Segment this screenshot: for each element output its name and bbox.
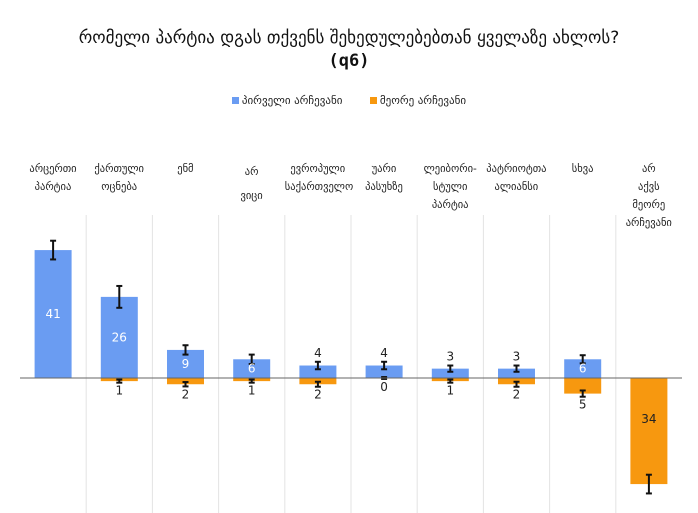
data-label-second: 1 [446,384,454,398]
category-label: ლეიბორი-სტული პარტია [423,163,477,211]
data-label-first: 3 [446,350,454,364]
data-label-second: 5 [579,398,587,412]
data-label-first: 6 [579,362,587,376]
data-label-first: 6 [248,362,256,376]
data-label-second: 1 [115,384,123,398]
data-label-first: 9 [182,357,190,371]
data-label-second: 2 [314,388,322,402]
data-label-second: 1 [248,384,256,398]
bar-first-choice [431,368,469,378]
category-label: პატრიოტთა ალიანსი [486,163,547,193]
category-label: არ ვიცი [240,166,263,202]
data-label-second: 0 [380,380,388,394]
bar-first-choice [564,359,602,378]
data-label-second: 2 [182,387,190,401]
bar-first-choice [100,296,138,378]
category-label: ქართული ოცნება [94,163,144,193]
legend-swatch-first [231,97,239,104]
legend-item-first: პირველი არჩევანი [231,94,343,107]
bar-first-choice [34,250,72,378]
bar-second-choice [564,378,602,394]
bar-first-choice [365,365,403,378]
bar-first-choice [233,359,271,378]
data-label-first: 4 [314,346,322,360]
bar-first-choice [299,365,337,378]
bar-second-choice [630,378,668,485]
data-label-first: 4 [380,346,388,360]
category-label: სხვა [571,163,594,175]
data-label-second: 34 [641,412,656,426]
legend-swatch-second [369,97,377,104]
legend: პირველი არჩევანი მეორე არჩევანი [0,94,698,107]
legend-label-first: პირველი არჩევანი [241,94,343,107]
category-label: უარი პასუხზე [365,163,403,193]
category-label: ენმ [177,163,194,175]
category-label: არცერთი პარტია [29,163,77,193]
legend-label-second: მეორე არჩევანი [379,94,467,107]
legend-item-second: მეორე არჩევანი [369,94,467,107]
title-code: (q6) [328,51,370,71]
data-label-first: 3 [513,350,521,364]
data-label-second: 2 [513,388,521,402]
category-label: არ აქვს მეორე არჩევანი [625,163,672,229]
title-text: რომელი პარტია დგას თქვენს შეხედულებებთან… [78,28,620,48]
chart-title: რომელი პარტია დგას თქვენს შეხედულებებთან… [60,27,638,73]
data-label-first: 26 [112,330,127,344]
bar-first-choice [498,368,535,378]
category-label: ევროპული საქართველო [284,163,354,193]
data-label-first: 41 [45,307,60,321]
